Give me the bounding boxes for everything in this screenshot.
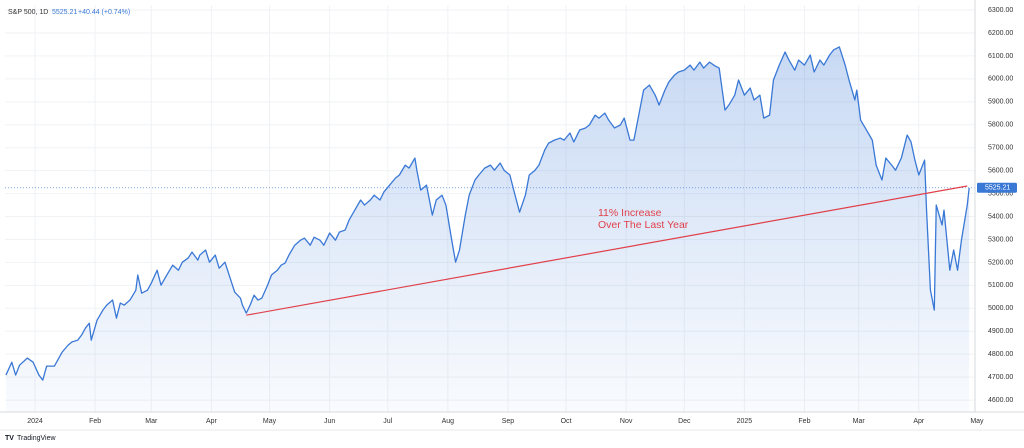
annotation: 11% Increase	[598, 207, 662, 219]
y-tick-label: 5600.00	[988, 167, 1013, 174]
y-tick-label: 4900.00	[988, 328, 1013, 335]
y-tick-label: 6200.00	[988, 30, 1013, 37]
y-tick-label: 6100.00	[988, 53, 1013, 60]
y-tick-label: 5900.00	[988, 99, 1013, 106]
x-tick-label: Nov	[620, 418, 633, 425]
y-tick-label: 4600.00	[988, 397, 1013, 404]
x-tick-label: Feb	[798, 418, 810, 425]
y-tick-label: 6000.00	[988, 76, 1013, 83]
x-tick-label: Oct	[561, 418, 572, 425]
x-tick-label: May	[263, 418, 277, 425]
x-tick-label: Aug	[442, 418, 455, 425]
y-tick-label: 5100.00	[988, 282, 1013, 289]
y-tick-label: 5700.00	[988, 145, 1013, 152]
y-tick-label: 5800.00	[988, 122, 1013, 129]
x-tick-label: Jun	[324, 418, 335, 425]
x-tick-label: Sep	[502, 418, 515, 425]
y-tick-label: 5200.00	[988, 259, 1013, 266]
x-tick-label: Apr	[913, 418, 925, 425]
trend-line	[246, 185, 968, 316]
logo: TV	[5, 435, 14, 442]
area	[5, 46, 970, 412]
y-tick-label: 4800.00	[988, 351, 1013, 358]
x-tick-label: Dec	[678, 418, 691, 425]
y-tick-label: 6300.00	[988, 7, 1013, 14]
price-tag-label: 5525.21	[985, 185, 1010, 192]
y-tick-label: 5500.00	[988, 190, 1013, 197]
x-tick-label: 2024	[27, 418, 43, 425]
plot	[5, 46, 975, 412]
chart-title: S&P 500, 1D	[8, 9, 48, 16]
x-tick-label: Mar	[853, 418, 866, 425]
watermark: TradingView	[17, 435, 56, 442]
y-tick-label: 5400.00	[988, 213, 1013, 220]
x-tick-label: Apr	[206, 418, 218, 425]
x-tick-label: 2025	[737, 418, 753, 425]
y-tick-label: 4700.00	[988, 374, 1013, 381]
price-line	[5, 46, 970, 381]
x-tick-label: May	[970, 418, 984, 425]
y-tick-label: 5300.00	[988, 236, 1013, 243]
labels: S&P 500, 1D 5525.21 +40.44 (+0.74%) TV T…	[5, 7, 1017, 442]
annotation: Over The Last Year	[598, 219, 689, 231]
x-tick-label: Jul	[383, 418, 392, 425]
x-tick-label: Mar	[145, 418, 158, 425]
y-tick-label: 5000.00	[988, 305, 1013, 312]
price-tag	[977, 182, 1017, 193]
last-price: 5525.21	[52, 9, 77, 16]
x-tick-label: Feb	[89, 418, 101, 425]
change-label: +40.44 (+0.74%)	[78, 9, 130, 16]
